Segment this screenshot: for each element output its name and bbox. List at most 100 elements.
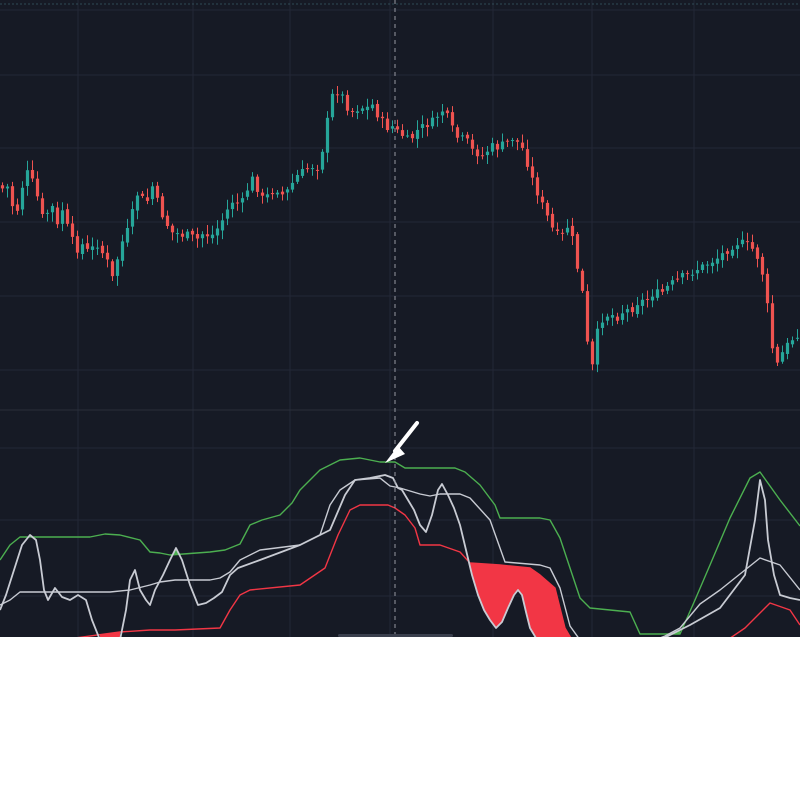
candle[interactable] [765, 268, 770, 313]
candle[interactable] [515, 138, 520, 151]
candle[interactable] [740, 231, 745, 248]
candle[interactable] [385, 112, 390, 133]
candle[interactable] [640, 293, 645, 315]
lower-band-line[interactable] [0, 504, 800, 637]
candle[interactable] [435, 112, 440, 127]
candle[interactable] [100, 241, 105, 259]
candle[interactable] [715, 249, 720, 272]
candle[interactable] [355, 105, 360, 120]
candle[interactable] [415, 120, 420, 148]
candle[interactable] [445, 107, 450, 118]
candle[interactable] [690, 269, 695, 281]
candle[interactable] [365, 98, 370, 120]
candle[interactable] [525, 139, 530, 171]
candle[interactable] [705, 261, 710, 274]
candle[interactable] [545, 200, 550, 222]
candle[interactable] [125, 218, 130, 247]
candle[interactable] [400, 124, 405, 139]
candle[interactable] [305, 163, 310, 173]
candle[interactable] [565, 219, 570, 236]
candle[interactable] [675, 271, 680, 283]
candle[interactable] [460, 132, 465, 141]
candle[interactable] [440, 104, 445, 124]
candle[interactable] [45, 209, 50, 222]
candle[interactable] [105, 245, 110, 268]
candle[interactable] [425, 118, 430, 137]
candle[interactable] [235, 193, 240, 211]
candle[interactable] [660, 284, 665, 295]
candle[interactable] [275, 189, 280, 198]
candle[interactable] [775, 343, 780, 367]
candle[interactable] [750, 234, 755, 252]
candle[interactable] [55, 201, 60, 229]
candle[interactable] [220, 213, 225, 240]
candle[interactable] [165, 210, 170, 229]
candle[interactable] [420, 115, 425, 138]
candle[interactable] [135, 191, 140, 220]
candle[interactable] [320, 149, 325, 174]
price-pane[interactable] [0, 85, 800, 373]
candle[interactable] [80, 238, 85, 260]
candle[interactable] [655, 279, 660, 301]
candle[interactable] [795, 329, 800, 342]
candle[interactable] [580, 268, 585, 294]
candle[interactable] [720, 245, 725, 268]
candle[interactable] [430, 110, 435, 129]
candle[interactable] [680, 270, 685, 285]
candle[interactable] [340, 91, 345, 104]
candle[interactable] [650, 289, 655, 308]
candle[interactable] [60, 202, 65, 232]
candle[interactable] [530, 157, 535, 186]
candle[interactable] [470, 133, 475, 155]
candle[interactable] [455, 124, 460, 143]
candle[interactable] [290, 173, 295, 193]
candle[interactable] [695, 260, 700, 280]
candle[interactable] [610, 308, 615, 326]
candle[interactable] [300, 160, 305, 179]
candle[interactable] [520, 134, 525, 151]
candle[interactable] [700, 261, 705, 273]
candle[interactable] [510, 137, 515, 147]
candle[interactable] [670, 275, 675, 291]
candle[interactable] [185, 228, 190, 241]
candle[interactable] [395, 119, 400, 134]
candle[interactable] [745, 232, 750, 251]
candle[interactable] [280, 186, 285, 201]
candle[interactable] [710, 257, 715, 274]
candle[interactable] [605, 313, 610, 326]
oscillator-line[interactable] [0, 474, 800, 637]
candle[interactable] [240, 192, 245, 213]
candle[interactable] [500, 133, 505, 152]
candle[interactable] [265, 187, 270, 203]
candle[interactable] [350, 107, 355, 118]
candle[interactable] [25, 160, 30, 196]
candle[interactable] [360, 105, 365, 115]
candle[interactable] [540, 190, 545, 210]
candle[interactable] [205, 224, 210, 244]
candle[interactable] [310, 164, 315, 176]
candle[interactable] [95, 239, 100, 255]
candle[interactable] [230, 194, 235, 218]
candle[interactable] [295, 169, 300, 185]
candle[interactable] [20, 181, 25, 216]
candle[interactable] [390, 120, 395, 134]
candle[interactable] [490, 137, 495, 156]
candle[interactable] [630, 302, 635, 317]
candle[interactable] [155, 181, 160, 203]
candle[interactable] [790, 336, 795, 348]
candle[interactable] [345, 90, 350, 116]
chart-svg[interactable] [0, 0, 800, 637]
candle[interactable] [90, 237, 95, 260]
candle[interactable] [170, 223, 175, 241]
candle[interactable] [270, 188, 275, 200]
candle[interactable] [665, 281, 670, 295]
candle[interactable] [75, 230, 80, 259]
candle[interactable] [335, 85, 340, 103]
candle[interactable] [760, 253, 765, 282]
candle[interactable] [555, 222, 560, 236]
candle[interactable] [250, 172, 255, 193]
upper-band-line[interactable] [0, 457, 800, 635]
candle[interactable] [15, 198, 20, 215]
candle[interactable] [145, 188, 150, 205]
candle[interactable] [330, 89, 335, 121]
